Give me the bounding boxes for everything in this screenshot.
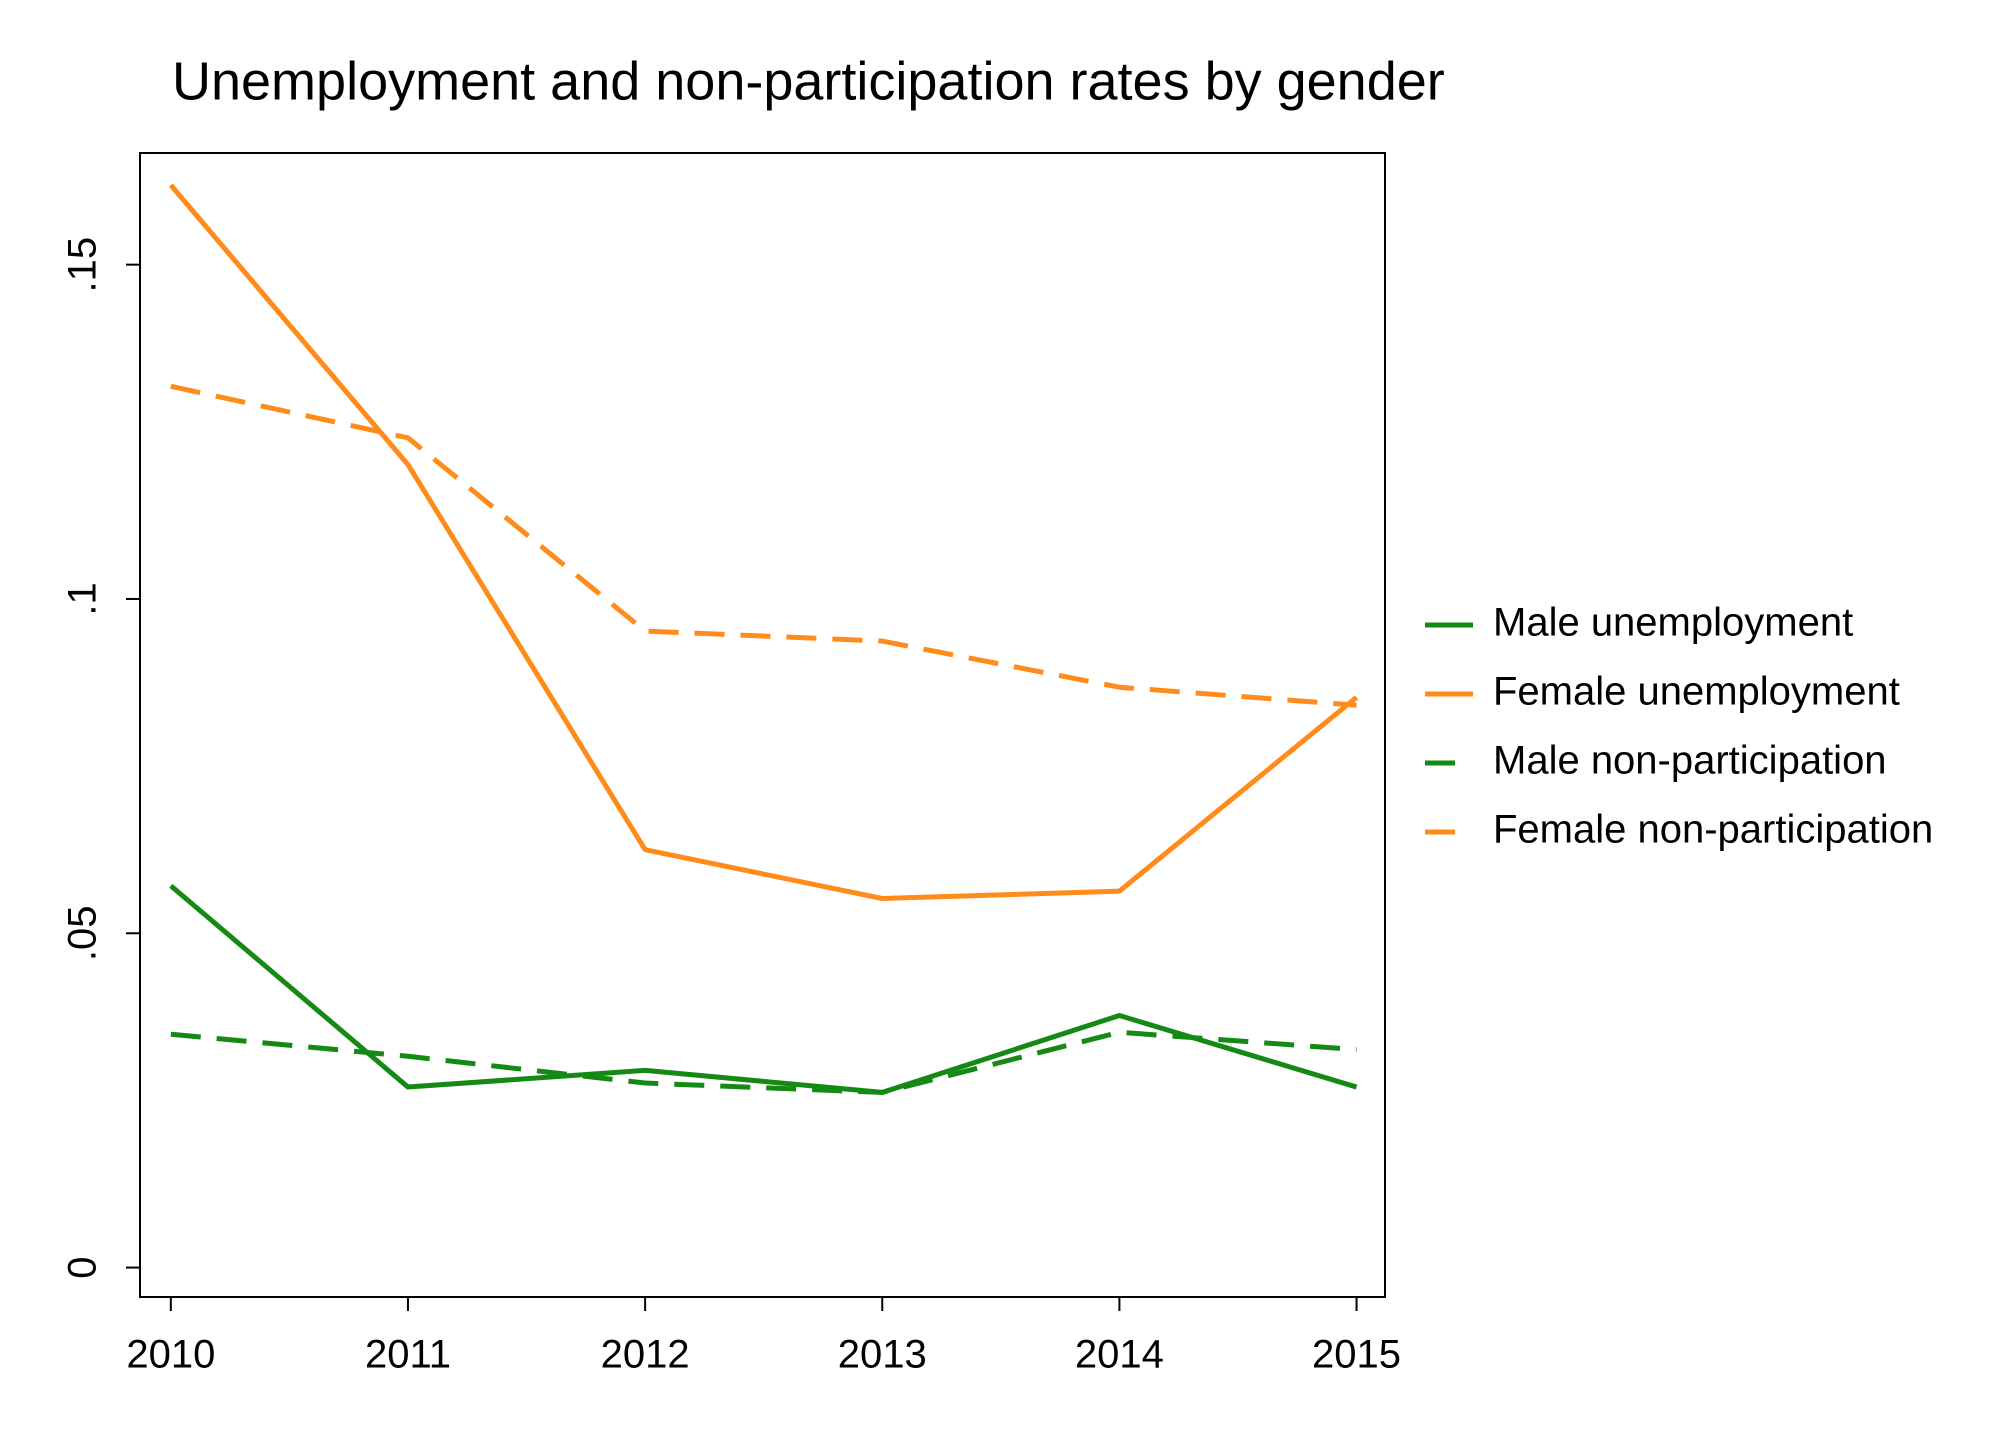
chart-title: Unemployment and non-participation rates… <box>172 51 1445 111</box>
series-line <box>168 183 1359 902</box>
y-tick-label: .1 <box>61 582 105 615</box>
x-tick-label: 2015 <box>1312 1333 1401 1377</box>
legend-label: Female unemployment <box>1493 670 1900 714</box>
legend-label: Male non-participation <box>1493 739 1887 783</box>
x-tick-label: 2011 <box>365 1333 451 1377</box>
series-line <box>170 383 1357 708</box>
x-tick-label: 2014 <box>1075 1333 1164 1377</box>
legend-label: Male unemployment <box>1493 601 1853 645</box>
x-tick-label: 2010 <box>126 1333 215 1377</box>
y-tick-label: 0 <box>61 1256 105 1278</box>
x-tick-label: 2013 <box>838 1333 927 1377</box>
y-tick-label: .05 <box>61 905 105 961</box>
y-tick-label: .15 <box>61 237 105 293</box>
series-line <box>170 1029 1357 1095</box>
x-tick-label: 2012 <box>601 1333 690 1377</box>
plot-frame <box>139 152 1386 1298</box>
legend-label: Female non-participation <box>1493 808 1933 852</box>
